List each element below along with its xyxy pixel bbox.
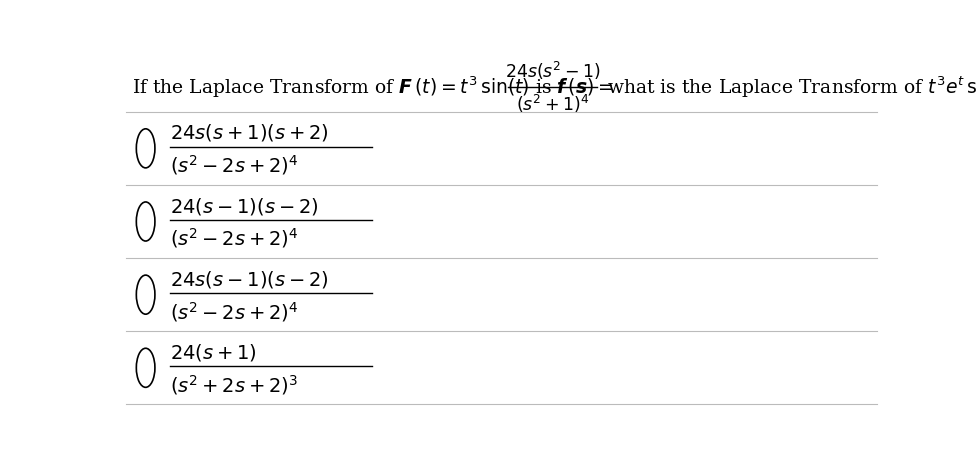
- Text: If the Laplace Transform of $\boldsymbol{F}\,(t) = t^3\,\sin(t)$ is $\boldsymbol: If the Laplace Transform of $\boldsymbol…: [131, 75, 612, 100]
- Text: what is the Laplace Transform of $t^3e^t\,\sin(t)$?: what is the Laplace Transform of $t^3e^t…: [606, 75, 978, 100]
- Text: $24(s-1)(s-2)$: $24(s-1)(s-2)$: [170, 195, 319, 217]
- Text: $(s^2+2s+2)^3$: $(s^2+2s+2)^3$: [170, 373, 298, 397]
- Text: $24(s+1)$: $24(s+1)$: [170, 342, 257, 363]
- Text: $24s(s+1)(s+2)$: $24s(s+1)(s+2)$: [170, 122, 329, 144]
- Text: $(s^2+1)^4$: $(s^2+1)^4$: [515, 93, 589, 115]
- Text: $(s^2-2s+2)^4$: $(s^2-2s+2)^4$: [170, 226, 298, 250]
- Text: $24s(s^2-1)$: $24s(s^2-1)$: [504, 60, 600, 82]
- Text: $24s(s-1)(s-2)$: $24s(s-1)(s-2)$: [170, 269, 329, 290]
- Text: $(s^2-2s+2)^4$: $(s^2-2s+2)^4$: [170, 300, 298, 324]
- Text: $(s^2-2s+2)^4$: $(s^2-2s+2)^4$: [170, 153, 298, 177]
